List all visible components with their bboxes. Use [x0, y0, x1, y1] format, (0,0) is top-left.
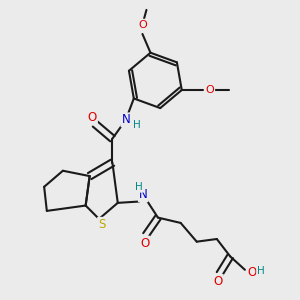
- Text: H: H: [135, 182, 143, 192]
- Text: N: N: [122, 113, 130, 126]
- Text: O: O: [88, 111, 97, 124]
- Text: N: N: [139, 188, 148, 201]
- Text: O: O: [214, 275, 223, 288]
- Text: O: O: [140, 236, 149, 250]
- Text: S: S: [98, 218, 105, 231]
- Text: O: O: [206, 85, 214, 95]
- Text: H: H: [257, 266, 265, 276]
- Text: H: H: [133, 120, 140, 130]
- Text: O: O: [138, 20, 147, 30]
- Text: O: O: [247, 266, 256, 279]
